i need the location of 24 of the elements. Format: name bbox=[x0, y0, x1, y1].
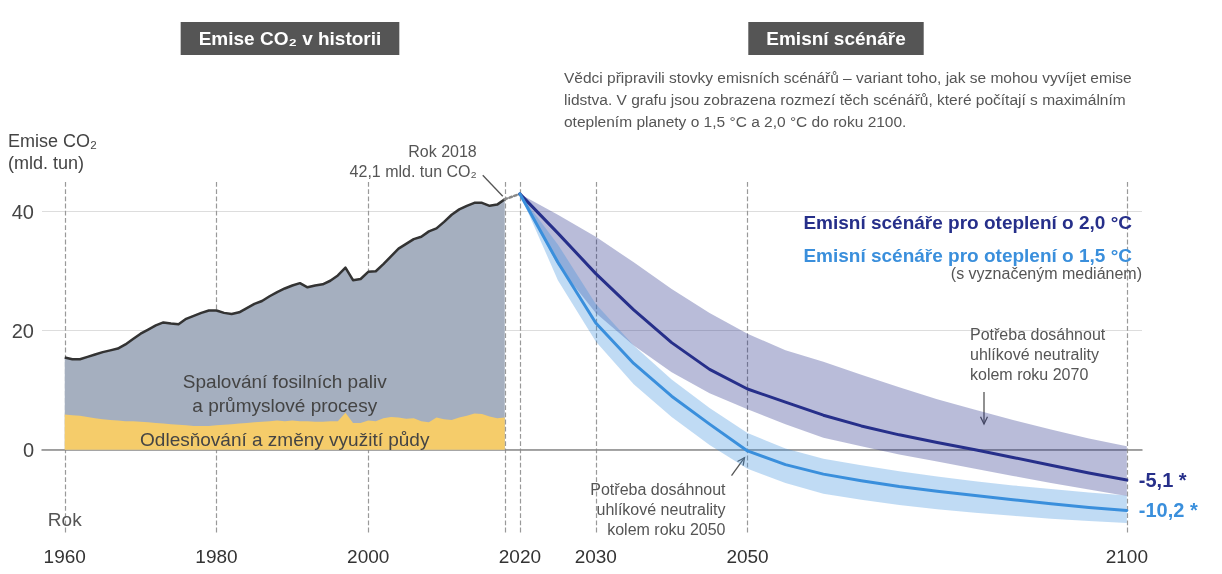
text: Vědci připravili stovky emisních scénářů – variant toho, jak se mohou vyvíjet emise lidstva. V grafu jsou zobrazena rozmezí těch scénářů, které počítají s maximálním oteplením planety o 1,5 °C a 2,0 °C do roku 2100. bbox=[564, 68, 1132, 130]
x-tick-label: 2100 bbox=[1105, 546, 1148, 567]
annotation: Rok 2018 42,1 mld. tun CO₂ bbox=[349, 142, 477, 180]
data-label: -5,1 * bbox=[1138, 469, 1187, 492]
y-tick-label: 0 bbox=[22, 438, 34, 461]
annotation: Potřeba dosáhnout uhlíkové neutrality kolem roku 2070 bbox=[970, 325, 1106, 383]
x-axis-title: Rok bbox=[47, 509, 83, 530]
y-tick-label: 20 bbox=[11, 319, 34, 342]
x-tick-label: 2030 bbox=[574, 546, 617, 567]
y-axis-title: Emise CO₂ (mld. tun) bbox=[8, 131, 98, 173]
y-tick-label: 40 bbox=[11, 200, 34, 223]
x-tick-label: 2050 bbox=[726, 546, 769, 567]
chart-title: Emise CO₂ v historii bbox=[198, 28, 382, 49]
series-label: Odlesňování a změny využití půdy bbox=[140, 429, 430, 451]
x-tick-label: 2020 bbox=[498, 546, 542, 567]
annotation: Potřeba dosáhnout uhlíkové neutrality kolem roku 2050 bbox=[590, 481, 727, 539]
chart-subtitle: Emisní scénáře bbox=[766, 28, 906, 49]
data-label: -10,2 * bbox=[1138, 499, 1198, 522]
text: Emisní scénáře pro oteplení o 1,5 °C bbox=[803, 245, 1133, 266]
x-tick-label: 1980 bbox=[195, 546, 238, 567]
text: Emisní scénáře pro oteplení o 2,0 °C bbox=[803, 212, 1133, 233]
x-tick-label: 2000 bbox=[347, 546, 390, 567]
series-label: Spalování fosilních paliv a průmyslové procesy bbox=[182, 370, 388, 416]
x-tick-label: 1960 bbox=[43, 546, 86, 567]
